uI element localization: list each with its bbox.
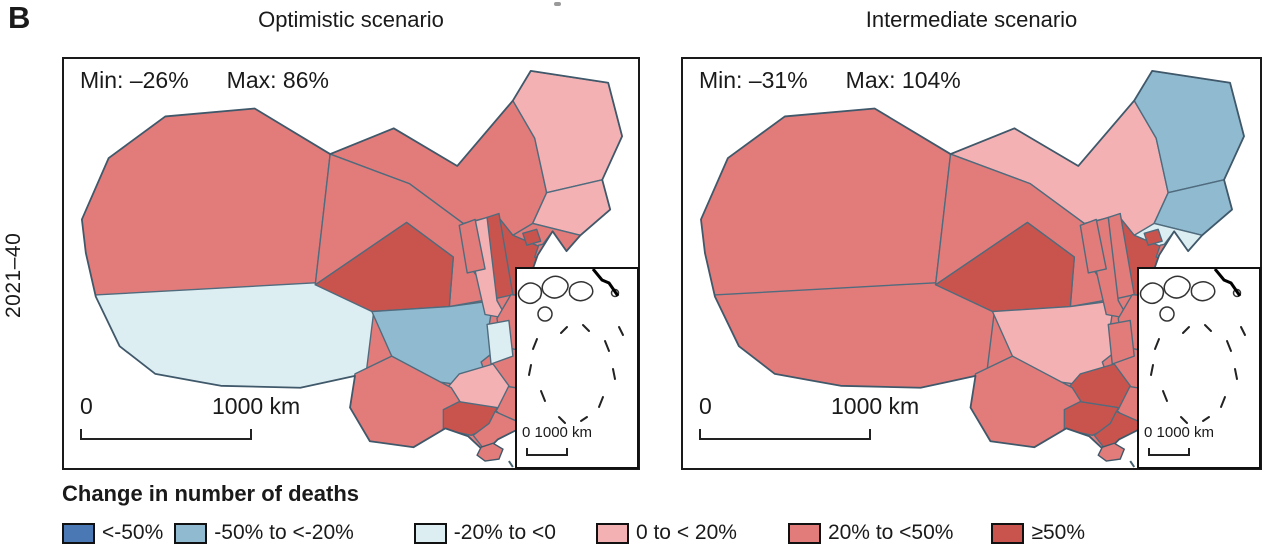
inset-map-south-china-sea: 0 1000 km (515, 267, 639, 469)
scalebar-distance: 1000 km (212, 393, 301, 419)
region-qinghai (314, 221, 454, 313)
legend-title: Change in number of deaths (62, 481, 360, 506)
legend-swatch (991, 522, 1025, 544)
inset-scalebar-bracket (1148, 448, 1190, 456)
map-title-optimistic: Optimistic scenario (258, 7, 444, 32)
inset-scale-label: 0 1000 km (1144, 424, 1215, 441)
region-beijing (522, 228, 542, 246)
region-tibet (700, 282, 996, 409)
legend-label: -20% to <0 (453, 521, 556, 544)
region-qinghai (934, 221, 1076, 313)
legend-item: ≥50% (991, 521, 1085, 545)
region-chongqing (1107, 319, 1135, 365)
figure-panel-label: B (8, 0, 31, 35)
minmax-labels: Min: –31% Max: 104% (699, 67, 961, 94)
scalebar-zero: 0 (80, 393, 93, 419)
max-label: Max: 104% (845, 67, 961, 93)
region-tibet (81, 282, 375, 409)
region-beijing (1143, 228, 1163, 246)
scalebar-bracket (699, 429, 871, 440)
legend-item: -50% to <-20% (174, 521, 354, 545)
region-xinjiang (81, 70, 333, 320)
scalebar-distance: 1000 km (831, 393, 920, 419)
legend-swatch (62, 522, 95, 544)
map-title-intermediate: Intermediate scenario (865, 7, 1078, 32)
scalebar-zero: 0 (699, 393, 712, 419)
legend-label: 20% to <50% (827, 521, 954, 544)
region-hainan (476, 442, 504, 462)
region-xinjiang (700, 70, 954, 320)
row-label-years: 2021–40 (2, 232, 25, 318)
region-ningxia (458, 218, 486, 274)
legend-swatch (787, 522, 821, 544)
region-chongqing (486, 319, 514, 365)
inset-scale-label: 0 1000 km (522, 424, 593, 441)
region-hainan (1097, 442, 1126, 462)
scalebar-bracket (80, 429, 252, 440)
legend-label: -50% to <-20% (214, 521, 354, 544)
inset-coastline (517, 269, 624, 424)
map-panel-optimistic: Min: –26% Max: 86% 0 1000 km (62, 57, 640, 470)
legend-label: <-50% (102, 521, 164, 544)
minmax-labels: Min: –26% Max: 86% (80, 67, 329, 94)
min-label: Min: –26% (80, 67, 189, 93)
legend-label: ≥50% (1031, 521, 1086, 544)
legend-item: 20% to <50% (787, 521, 954, 545)
inset-scalebar-bracket (526, 448, 568, 456)
legend-swatch (174, 522, 208, 544)
legend-label: 0 to < 20% (635, 521, 737, 544)
legend-swatch (595, 522, 629, 544)
legend: <-50% -50% to <-20% -20% to <0 0 to < 20… (62, 521, 1085, 545)
max-label: Max: 86% (226, 67, 329, 93)
legend-swatch (413, 522, 447, 544)
min-label: Min: –31% (699, 67, 808, 93)
legend-item: <-50% (62, 521, 163, 545)
legend-item: 0 to < 20% (595, 521, 737, 545)
legend-item: -20% to <0 (413, 521, 556, 545)
region-ningxia (1079, 218, 1107, 274)
inset-coastline (1139, 269, 1246, 424)
inset-map-south-china-sea: 0 1000 km (1137, 267, 1261, 469)
crop-artifact-dot (554, 2, 561, 6)
map-panel-intermediate: Min: –31% Max: 104% 0 1000 km (681, 57, 1262, 470)
